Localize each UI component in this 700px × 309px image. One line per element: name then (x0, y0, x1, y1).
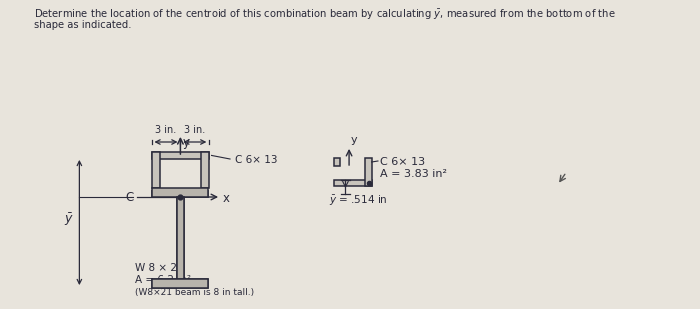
Text: W 8 × 21: W 8 × 21 (135, 263, 184, 273)
Text: shape as indicated.: shape as indicated. (34, 20, 132, 30)
Bar (201, 152, 209, 188)
Bar (153, 279, 209, 288)
Text: C: C (125, 191, 134, 204)
Text: y: y (183, 136, 190, 149)
Bar (202, 153, 209, 188)
Text: $\bar{y}$ = .514 in: $\bar{y}$ = .514 in (329, 194, 388, 208)
Bar (177, 197, 184, 279)
Text: (W8×21 beam is 8 in tall.): (W8×21 beam is 8 in tall.) (135, 288, 254, 297)
Bar (151, 152, 209, 159)
Bar (365, 158, 372, 186)
Bar (151, 153, 209, 160)
Bar (151, 153, 159, 188)
Bar (177, 197, 184, 279)
Text: 3 in.: 3 in. (155, 125, 176, 135)
Text: y: y (351, 135, 358, 145)
Bar (153, 188, 209, 197)
Bar (153, 188, 209, 197)
Text: x: x (223, 192, 230, 205)
Text: 3 in.: 3 in. (184, 125, 206, 135)
Text: C 6× 13: C 6× 13 (379, 157, 425, 167)
Text: A = 3.83 in²: A = 3.83 in² (379, 169, 447, 179)
Bar (151, 152, 160, 188)
Bar (150, 151, 211, 190)
Text: A = 6.2 in²: A = 6.2 in² (135, 275, 191, 285)
Text: C 6× 13: C 6× 13 (234, 155, 277, 165)
Bar (153, 279, 209, 288)
Bar (334, 158, 340, 166)
Text: Determine the location of the centroid of this combination beam by calculating $: Determine the location of the centroid o… (34, 8, 616, 22)
Text: $\bar{y}$: $\bar{y}$ (64, 212, 74, 228)
Bar (334, 180, 372, 186)
